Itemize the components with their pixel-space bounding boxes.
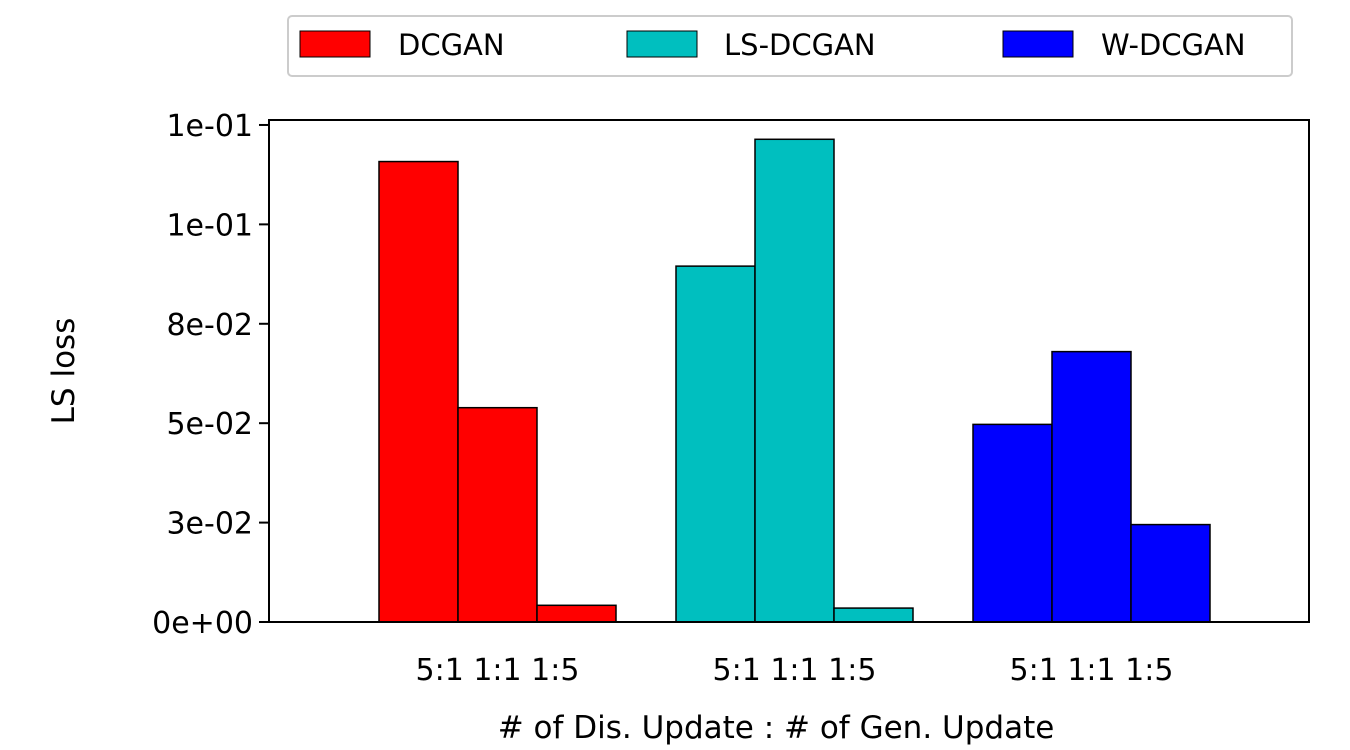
bar-w-dcgan-1-5 <box>1130 523 1211 623</box>
legend-swatch-dcgan <box>299 30 371 58</box>
y-tick-label: 5e-02 <box>166 407 253 442</box>
legend-label-ls-dcgan: LS-DCGAN <box>724 28 876 62</box>
legend-swatch-w-dcgan <box>1002 30 1074 58</box>
bar-ls-dcgan-1-1 <box>754 138 835 623</box>
x-tick-label: 5:1 1:1 1:5 <box>416 653 580 688</box>
y-tick-label: 1e-01 <box>166 208 253 243</box>
bar-w-dcgan-5-1 <box>972 423 1053 623</box>
bar-dcgan-5-1 <box>378 160 459 623</box>
bars-layer <box>378 138 1211 623</box>
y-axis-label: LS loss <box>46 318 82 425</box>
x-ticks: 5:1 1:1 1:5 5:1 1:1 1:5 5:1 1:1 1:5 <box>416 653 1174 688</box>
legend: DCGAN LS-DCGAN W-DCGAN <box>287 15 1293 77</box>
plot-frame <box>268 119 1310 623</box>
x-tick-label: 5:1 1:1 1:5 <box>713 653 877 688</box>
y-ticks: 0e+00 3e-02 5e-02 8e-02 1e-01 1e-01 <box>152 109 269 641</box>
bar-dcgan-1-1 <box>457 406 538 623</box>
legend-label-dcgan: DCGAN <box>398 28 505 62</box>
y-tick-label: 0e+00 <box>152 606 253 641</box>
y-tick-label: 1e-01 <box>166 109 253 144</box>
x-axis-label: # of Dis. Update : # of Gen. Update <box>498 710 1055 746</box>
x-tick-label: 5:1 1:1 1:5 <box>1010 653 1174 688</box>
y-tick-label: 8e-02 <box>166 308 253 343</box>
legend-swatch-ls-dcgan <box>626 30 698 58</box>
bar-ls-dcgan-1-5 <box>833 607 914 623</box>
bar-w-dcgan-1-1 <box>1051 350 1132 623</box>
legend-label-w-dcgan: W-DCGAN <box>1101 28 1246 62</box>
bar-ls-dcgan-5-1 <box>675 265 756 623</box>
y-tick-label: 3e-02 <box>166 507 253 542</box>
bar-dcgan-1-5 <box>536 604 617 623</box>
